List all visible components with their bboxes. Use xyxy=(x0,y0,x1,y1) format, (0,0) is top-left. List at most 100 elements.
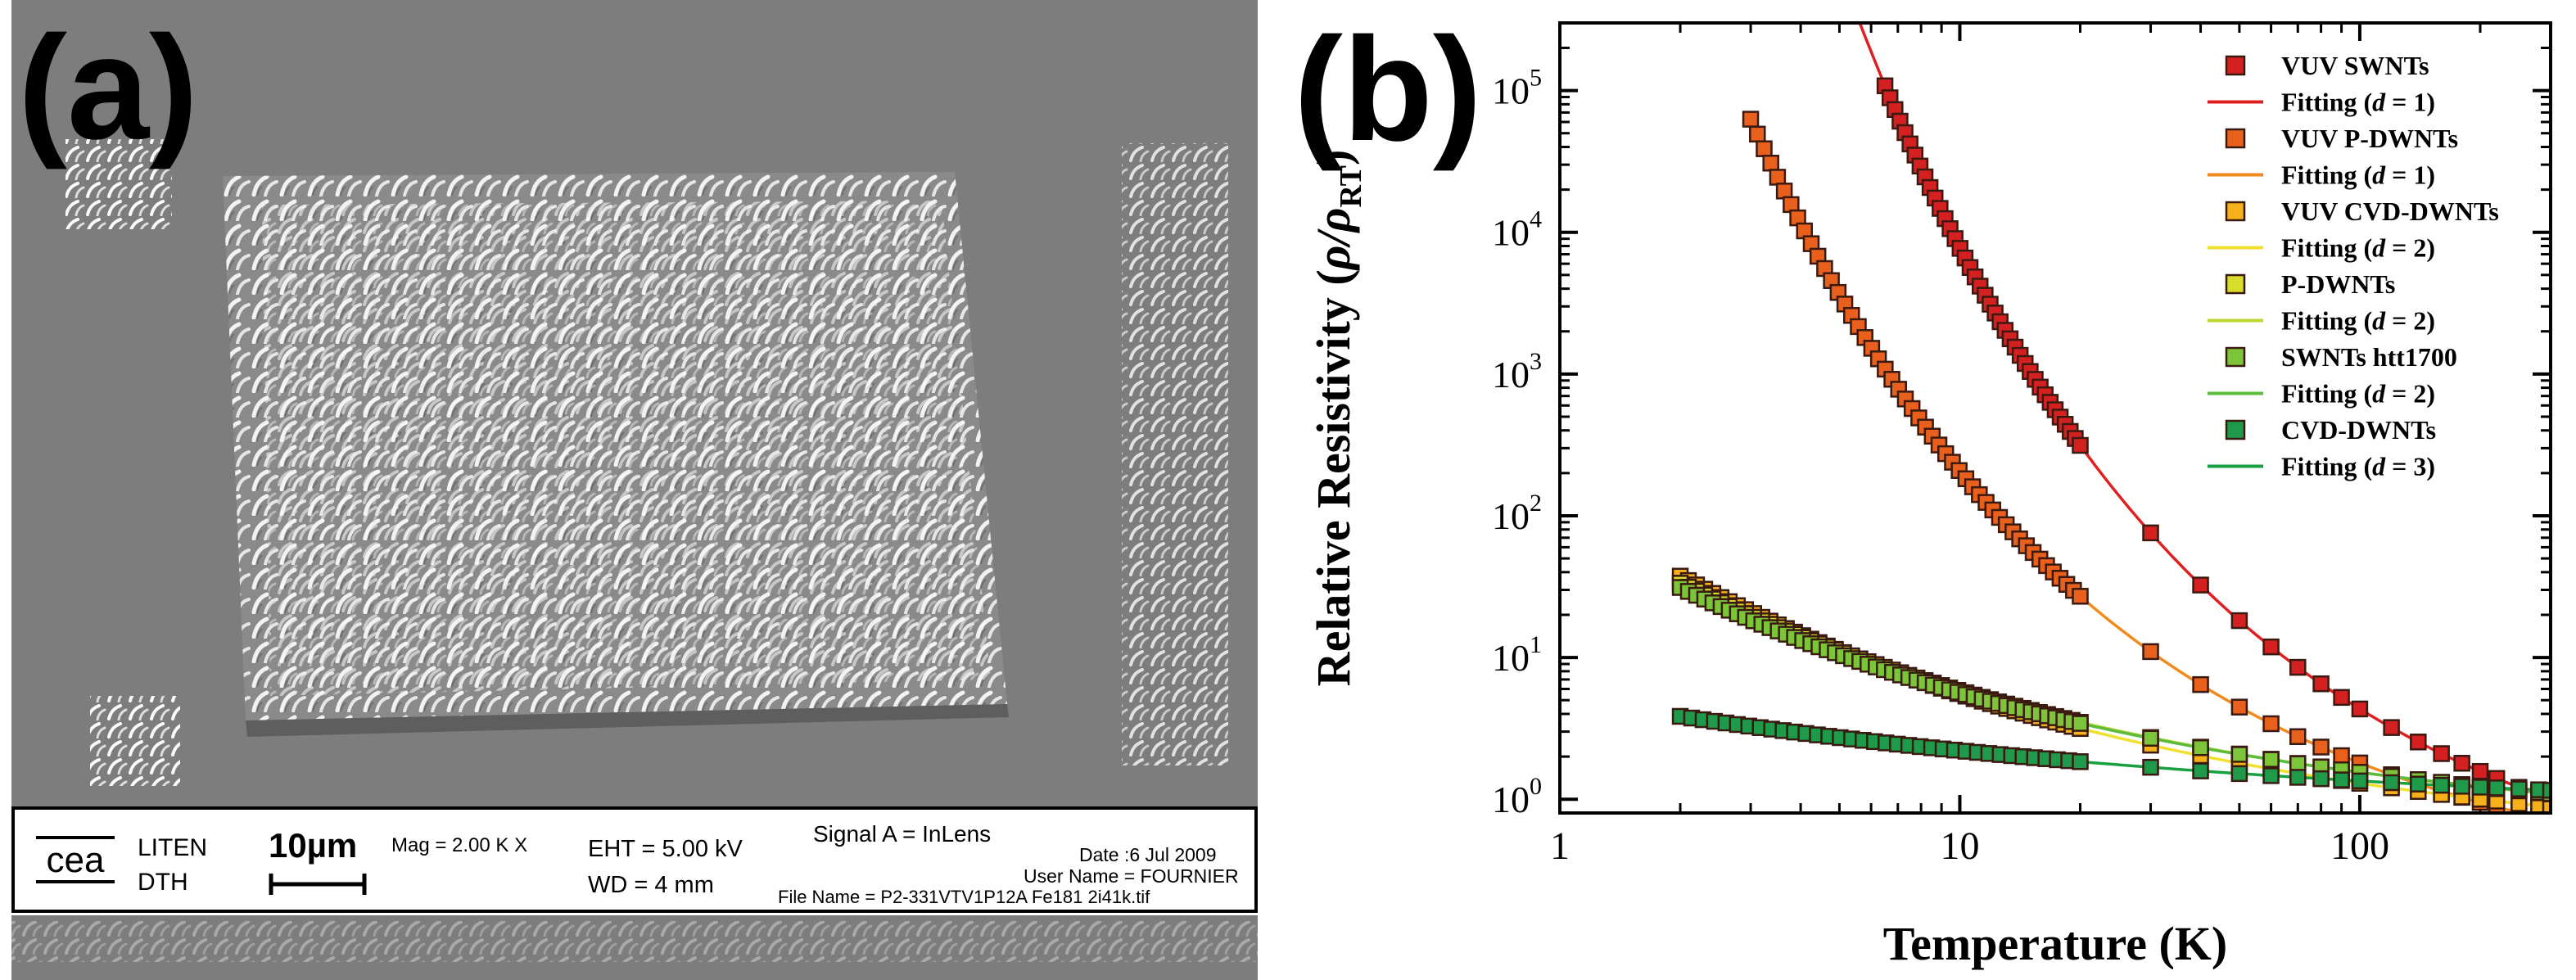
data-point xyxy=(2142,758,2159,776)
user-value: User Name = FOURNIER xyxy=(1024,865,1239,887)
data-point xyxy=(2510,780,2528,797)
data-point xyxy=(1762,154,1779,172)
data-point xyxy=(2230,746,2248,763)
data-point xyxy=(2289,769,2307,786)
legend-label: SWNTs htt1700 xyxy=(2281,342,2457,372)
scale-text: 10µm xyxy=(269,826,358,865)
signal-value: Signal A = InLens xyxy=(813,821,992,847)
data-point xyxy=(2312,770,2330,788)
sem-info-bar: cea LITEN DTH 10µm Mag = 2.00 K X EHT = … xyxy=(11,806,1258,913)
data-point xyxy=(2192,576,2209,594)
y-tick-label: 105 xyxy=(1492,65,1542,112)
legend-label: VUV CVD-DWNTs xyxy=(2281,196,2499,226)
data-points xyxy=(1671,77,2551,813)
data-point xyxy=(2312,675,2330,693)
y-axis-label-sub: RT xyxy=(1334,165,1368,207)
data-point xyxy=(2542,798,2551,813)
data-point xyxy=(2230,612,2248,630)
legend-label: Fitting (d = 3) xyxy=(2281,452,2435,481)
data-point xyxy=(2262,638,2280,656)
data-point xyxy=(2072,588,2089,605)
data-point xyxy=(2192,739,2209,756)
legend-marker xyxy=(2225,201,2246,222)
sem-micrograph xyxy=(0,0,1277,980)
x-axis-label: Temperature (K) xyxy=(1883,917,2227,970)
data-point xyxy=(2312,738,2330,756)
legend-label: VUV P-DWNTs xyxy=(2281,124,2458,153)
data-point xyxy=(2230,765,2248,783)
data-point xyxy=(2289,755,2307,772)
chart-panel: 1 10 100 100 101 102 103 104 105 Temperature (K)… xyxy=(1277,0,2576,980)
fit-curve xyxy=(1679,585,2551,795)
corner-fragment xyxy=(1122,143,1228,765)
org-line1: LITEN xyxy=(138,834,208,861)
legend-marker xyxy=(2225,273,2246,295)
mag-value: Mag = 2.00 K X xyxy=(391,834,528,856)
data-point xyxy=(2072,715,2089,732)
data-point xyxy=(2410,734,2427,751)
y-tick-label: 102 xyxy=(1492,490,1542,537)
data-point xyxy=(2142,524,2159,542)
data-point xyxy=(2192,762,2209,779)
data-point xyxy=(1769,169,1787,186)
data-point xyxy=(2433,776,2450,794)
data-point xyxy=(1742,111,1760,128)
x-tick-label: 10 xyxy=(1940,824,1979,868)
data-point xyxy=(2410,775,2427,793)
data-point xyxy=(2230,698,2248,716)
data-point xyxy=(2471,762,2489,780)
legend-marker xyxy=(2225,419,2246,440)
legend-label: Fitting (d = 2) xyxy=(2281,379,2435,409)
data-point xyxy=(2289,658,2307,676)
corner-fragment xyxy=(90,696,180,786)
y-axis-label-rho: ρ/ρ xyxy=(1307,207,1360,271)
legend-label: Fitting (d = 1) xyxy=(2281,160,2435,190)
legend-marker xyxy=(2225,55,2246,76)
legend-label: CVD-DWNTs xyxy=(2281,415,2436,445)
data-point xyxy=(2262,715,2280,733)
data-point xyxy=(2192,675,2209,693)
data-point xyxy=(2333,747,2350,765)
legend-label: VUV SWNTs xyxy=(2281,51,2429,80)
cea-logo-icon: cea xyxy=(36,836,115,883)
file-value: File Name = P2-331VTV1P12A Fe181 2i41k.t… xyxy=(778,887,1150,907)
y-tick-label: 104 xyxy=(1492,206,1542,254)
sem-panel: (a) cea LITEN DTH 10µm Mag = 2.00 K X EH… xyxy=(0,0,1277,980)
data-point xyxy=(2289,728,2307,745)
eht-value: EHT = 5.00 kV xyxy=(588,836,743,862)
data-point xyxy=(2351,700,2369,718)
data-point xyxy=(2542,811,2551,813)
y-axis-label: Relative Resistivity (ρ/ρRT) xyxy=(1307,150,1368,687)
data-point xyxy=(1775,183,1793,200)
data-point xyxy=(2351,772,2369,790)
y-tick-label: 101 xyxy=(1492,631,1542,679)
data-point xyxy=(2262,751,2280,768)
data-point xyxy=(2072,753,2089,770)
y-tick-label: 103 xyxy=(1492,348,1542,395)
data-point xyxy=(2488,779,2506,797)
data-point xyxy=(2471,779,2489,796)
data-point xyxy=(2453,778,2470,795)
x-tick-label: 1 xyxy=(1550,824,1570,868)
tick-labels: 1 10 100 100 101 102 103 104 105 xyxy=(1492,65,2389,868)
data-point xyxy=(1756,140,1773,157)
resistivity-chart: 1 10 100 100 101 102 103 104 105 Temperature (K)… xyxy=(1307,21,2552,970)
x-tick-label: 100 xyxy=(2330,824,2389,868)
data-point xyxy=(1749,125,1766,143)
legend: VUV SWNTs Fitting (d = 1) VUV P-DWNTs Fitti… xyxy=(2208,51,2499,481)
data-point xyxy=(2433,745,2450,762)
data-point xyxy=(2142,729,2159,747)
legend-label: Fitting (d = 2) xyxy=(2281,306,2435,336)
legend-label: Fitting (d = 1) xyxy=(2281,88,2435,117)
y-tick-label: 100 xyxy=(1492,773,1542,820)
data-point xyxy=(2072,436,2089,454)
scale-bar xyxy=(269,874,367,895)
data-point xyxy=(2383,774,2400,792)
date-value: Date :6 Jul 2009 xyxy=(1079,844,1217,865)
plot-frame xyxy=(1558,21,2552,815)
data-point xyxy=(2453,755,2470,772)
org-line2: DTH xyxy=(138,869,188,896)
legend-label: P-DWNTs xyxy=(2281,269,2395,299)
corner-fragment xyxy=(66,139,172,229)
fit-curve xyxy=(1679,581,2551,796)
